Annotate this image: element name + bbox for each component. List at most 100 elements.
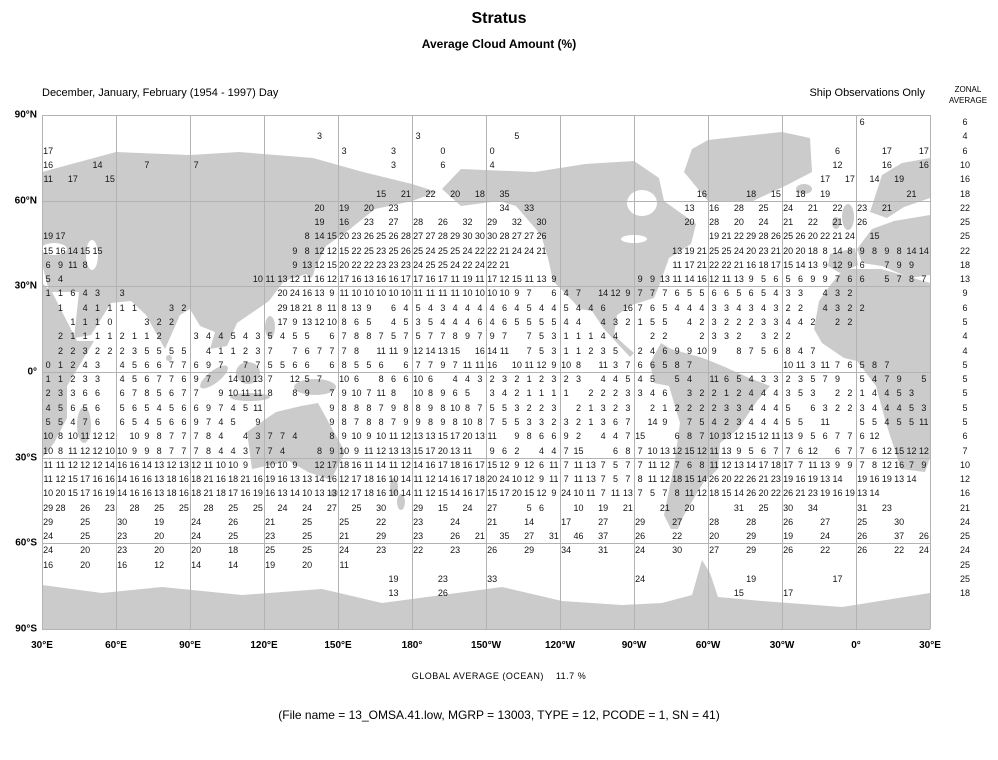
grid-value: 25 — [302, 545, 313, 556]
grid-value: 25 — [302, 516, 313, 527]
grid-value: 9 — [514, 459, 520, 470]
grid-value: 8 — [378, 374, 384, 385]
grid-value: 21 — [770, 245, 781, 256]
grid-value: 12 — [55, 474, 66, 485]
landmass-west-africa — [814, 269, 930, 472]
landmass-scandinavia — [870, 158, 930, 218]
grid-value: 7 — [415, 359, 421, 370]
grid-value: 10 — [67, 431, 78, 442]
grid-value: 8 — [57, 445, 64, 456]
grid-value: 7 — [834, 431, 841, 442]
grid-value: 28 — [129, 502, 140, 513]
grid-value: 10 — [43, 488, 54, 499]
grid-value: 10 — [265, 459, 276, 470]
grid-value: 4 — [218, 416, 224, 427]
grid-value: 4 — [748, 402, 754, 413]
grid-value: 4 — [822, 288, 828, 299]
grid-value: 3 — [82, 374, 88, 385]
grid-value: 6 — [551, 288, 557, 299]
grid-value: 10 — [326, 317, 337, 328]
grid-value: 11 — [388, 431, 399, 442]
grid-value: 2 — [45, 388, 51, 399]
grid-value: 8 — [353, 402, 360, 413]
grid-value: 28 — [733, 202, 744, 213]
grid-value: 4 — [489, 317, 495, 328]
grid-value: 8 — [896, 245, 902, 256]
zonal-average-value: 6 — [962, 117, 968, 128]
lon-axis-label: 120°W — [544, 640, 576, 651]
grid-value: 2 — [625, 317, 631, 328]
grid-value: 5 — [551, 317, 557, 328]
grid-value: 6 — [674, 431, 680, 442]
grid-value: 3 — [144, 317, 150, 328]
grid-value: 5 — [403, 317, 409, 328]
zonal-average-value: 4 — [962, 331, 968, 342]
grid-value: 2 — [94, 345, 101, 356]
grid-line-horizontal — [42, 458, 930, 459]
grid-value: 2 — [612, 388, 619, 399]
grid-value: 6 — [390, 302, 397, 313]
grid-value: 24 — [561, 488, 572, 499]
grid-value: 13 — [659, 445, 670, 456]
grid-value: 15 — [450, 345, 461, 356]
grid-value: 10 — [117, 445, 128, 456]
grid-value: 16 — [450, 474, 461, 485]
zonal-average-value: 16 — [959, 488, 971, 499]
zonal-header-line2: AVERAGE — [948, 96, 988, 105]
grid-value: 11 — [425, 288, 436, 299]
grid-value: 15 — [869, 231, 880, 242]
grid-value: 9 — [390, 402, 397, 413]
grid-value: 21 — [622, 502, 633, 513]
grid-value: 7 — [563, 445, 569, 456]
grid-value: 5 — [526, 317, 532, 328]
grid-value: 23 — [770, 474, 781, 485]
grid-value: 5 — [686, 288, 693, 299]
grid-value: 9 — [797, 431, 804, 442]
grid-value: 6 — [403, 359, 409, 370]
grid-value: 3 — [255, 331, 261, 342]
grid-value: 17 — [437, 459, 448, 470]
grid-value: 27 — [524, 231, 535, 242]
lat-axis-label: 30°N — [14, 280, 37, 292]
grid-value: 1 — [94, 331, 101, 342]
grid-value: 23 — [400, 259, 411, 270]
grid-value: 15 — [413, 445, 424, 456]
grid-value: 16 — [117, 459, 128, 470]
grid-value: 3 — [551, 345, 557, 356]
grid-value: 7 — [526, 331, 532, 342]
grid-value: 15 — [511, 274, 522, 285]
grid-value: 11 — [364, 445, 374, 456]
grid-value: 14 — [413, 459, 424, 470]
grid-value: 4 — [600, 431, 606, 442]
grid-value: 16 — [425, 459, 436, 470]
grid-value: 12 — [400, 431, 411, 442]
lon-axis-label: 120°E — [250, 640, 278, 651]
grid-value: 9 — [304, 388, 310, 399]
grid-value: 9 — [896, 374, 902, 385]
grid-value: 13 — [326, 488, 337, 499]
grid-value: 1 — [45, 288, 51, 299]
grid-value: 15 — [721, 488, 732, 499]
grid-value: 14 — [437, 474, 448, 485]
grid-value: 4 — [871, 374, 878, 385]
grid-value: 19 — [314, 217, 325, 228]
grid-value: 8 — [366, 331, 372, 342]
landmass-east-africa — [42, 283, 94, 458]
grid-value: 11 — [795, 359, 806, 370]
grid-value: 5 — [612, 474, 619, 485]
grid-value: 2 — [514, 445, 520, 456]
grid-value: 9 — [292, 259, 298, 270]
grid-value: 8 — [304, 231, 310, 242]
grid-value: 16 — [696, 188, 707, 199]
grid-value: 4 — [896, 402, 902, 413]
grid-value: 5 — [736, 374, 742, 385]
grid-value: 13 — [154, 488, 165, 499]
grid-value: 16 — [215, 474, 226, 485]
grid-value: 10 — [339, 445, 350, 456]
grid-value: 6 — [292, 359, 298, 370]
grid-value: 11 — [80, 431, 90, 442]
grid-value: 4 — [452, 374, 458, 385]
grid-value: 11 — [376, 388, 386, 399]
grid-value: 22 — [832, 202, 843, 213]
grid-value: 10 — [215, 459, 226, 470]
